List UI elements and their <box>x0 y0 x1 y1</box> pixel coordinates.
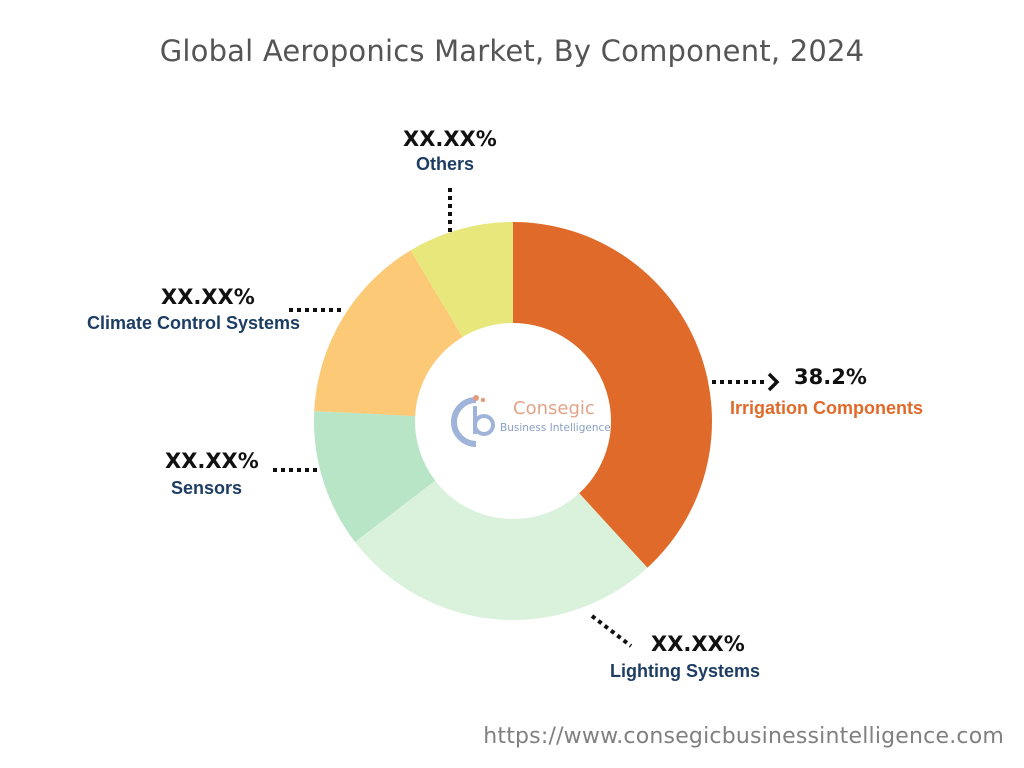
others-label: Others <box>416 154 475 174</box>
arrowhead-icon <box>767 372 780 392</box>
lighting-systems-label: Lighting Systems <box>610 661 761 681</box>
slice-sensors <box>314 411 436 542</box>
slice-others <box>410 222 513 337</box>
watermark-tagline: Business Intelligence <box>500 422 611 434</box>
source-url: https://www.consegicbusinessintelligence… <box>483 724 1004 749</box>
chart-title: Global Aeroponics Market, By Component, … <box>159 34 865 68</box>
leader-line-lighting-systems <box>590 614 633 648</box>
logo-mark-icon <box>451 395 495 447</box>
irrigation-components-label: Irrigation Components <box>730 398 923 418</box>
sensors-label: Sensors <box>171 478 243 498</box>
others-value: XX.XX% <box>403 127 497 151</box>
slice-lighting-systems <box>354 480 648 620</box>
irrigation-components-value: 38.2% <box>794 365 867 389</box>
sensors-value: XX.XX% <box>165 449 259 473</box>
slice-irrigation-components <box>513 222 712 568</box>
watermark-name: Consegic <box>513 398 595 419</box>
lighting-systems-value: XX.XX% <box>651 632 745 656</box>
slice-climate-control-systems <box>314 250 463 417</box>
watermark-logo: Consegic Business Intelligence <box>446 392 616 448</box>
climate-control-systems-label: Climate Control Systems <box>87 313 301 333</box>
climate-control-systems-value: XX.XX% <box>161 285 255 309</box>
